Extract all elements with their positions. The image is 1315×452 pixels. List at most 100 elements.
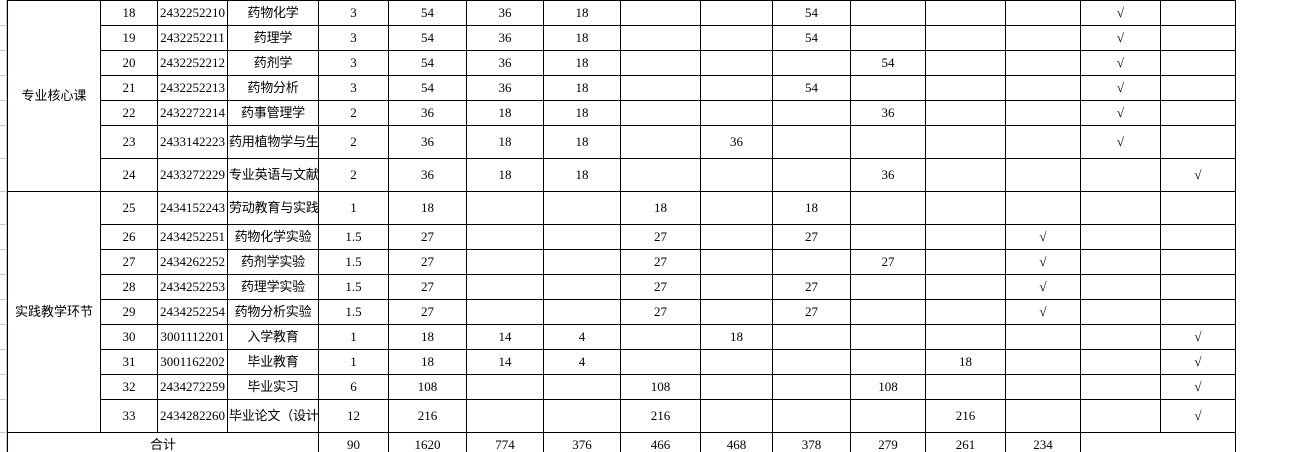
- course-c6-value: [466, 399, 544, 433]
- course-c13-value: [1005, 75, 1081, 101]
- course-c6-value: 14: [466, 349, 544, 375]
- course-c15-value: [1160, 249, 1236, 275]
- course-total-hours: 18: [388, 349, 467, 375]
- course-c12-value: [925, 191, 1006, 225]
- course-total-hours: 27: [388, 224, 467, 250]
- row-serial-number: 20: [100, 50, 158, 76]
- curriculum-table: 专业核心课 18 2432252210 药物化学 3 54 36 18 54 √ 19 2432252…: [7, 0, 1311, 452]
- course-c15-value: [1160, 25, 1236, 51]
- course-c9-value: [700, 399, 773, 433]
- table-row: 22 2432272214 药事管理学 2 36 18 18 36 √: [8, 100, 1311, 126]
- course-name: 药物分析实验: [227, 299, 319, 325]
- course-c15-value: [1160, 75, 1236, 101]
- course-credit: 1: [318, 324, 389, 350]
- course-c13-value: [1005, 399, 1081, 433]
- gutter-row-line: [0, 349, 7, 350]
- course-c10-value: [772, 158, 851, 192]
- summary-value: 466: [620, 432, 701, 452]
- table-row: 29 2434252254 药物分析实验 1.5 27 27 27 √: [8, 299, 1311, 325]
- course-c9-value: [700, 100, 773, 126]
- course-c15-value: [1160, 0, 1236, 26]
- course-credit: 1: [318, 349, 389, 375]
- course-c8-value: [620, 50, 701, 76]
- course-c13-value: [1005, 50, 1081, 76]
- gutter-row-line: [0, 299, 7, 300]
- course-code: 3001112201: [157, 324, 228, 350]
- course-code: 2433142223: [157, 125, 228, 159]
- course-c8-value: [620, 75, 701, 101]
- course-credit: 2: [318, 125, 389, 159]
- table-row: 32 2434272259 毕业实习 6 108 108 108 √: [8, 374, 1311, 400]
- course-c11-value: 27: [850, 249, 926, 275]
- gutter-row-line: [0, 75, 7, 76]
- course-c6-value: [466, 299, 544, 325]
- course-code: 2433272229: [157, 158, 228, 192]
- course-c9-value: [700, 25, 773, 51]
- gutter-row-line: [0, 25, 7, 26]
- course-code: 2434252251: [157, 224, 228, 250]
- course-c14-value: √: [1080, 0, 1161, 26]
- summary-empty-cell: [1080, 432, 1236, 452]
- gutter-row-line: [0, 249, 7, 250]
- course-c15-value: √: [1160, 324, 1236, 350]
- course-c12-value: [925, 224, 1006, 250]
- course-name: 毕业实习: [227, 374, 319, 400]
- course-c15-value: [1160, 125, 1236, 159]
- course-c12-value: [925, 50, 1006, 76]
- course-c6-value: [466, 249, 544, 275]
- course-c12-value: [925, 75, 1006, 101]
- course-credit: 1.5: [318, 224, 389, 250]
- gutter-row-line: [0, 399, 7, 400]
- course-c14-value: [1080, 399, 1161, 433]
- table-row: 专业核心课 18 2432252210 药物化学 3 54 36 18 54 √: [7, 0, 1311, 192]
- course-c13-value: √: [1005, 274, 1081, 300]
- course-total-hours: 27: [388, 274, 467, 300]
- gutter-row-line: [0, 432, 7, 433]
- course-c7-value: [543, 299, 621, 325]
- table-row: 21 2432252213 药物分析 3 54 36 18 54 √: [8, 75, 1311, 101]
- table-row: 19 2432252211 药理学 3 54 36 18 54 √: [8, 25, 1311, 51]
- course-c11-value: [850, 399, 926, 433]
- gutter-row-line: [0, 125, 7, 126]
- summary-row: 合计 90 1620 774 376 466 468 378 279 261 234: [7, 432, 1311, 452]
- row-serial-number: 28: [100, 274, 158, 300]
- gutter-row-line: [0, 224, 7, 225]
- gutter-row-line: [0, 374, 7, 375]
- course-c7-value: [543, 224, 621, 250]
- course-c11-value: 108: [850, 374, 926, 400]
- course-c15-value: √: [1160, 399, 1236, 433]
- course-c10-value: [772, 50, 851, 76]
- course-c11-value: 54: [850, 50, 926, 76]
- course-c15-value: [1160, 274, 1236, 300]
- course-c13-value: [1005, 158, 1081, 192]
- course-c9-value: [700, 191, 773, 225]
- course-c11-value: [850, 125, 926, 159]
- summary-total-hours: 1620: [388, 432, 467, 452]
- course-c14-value: [1080, 224, 1161, 250]
- course-c9-value: [700, 299, 773, 325]
- course-name: 毕业论文（设计）: [227, 399, 319, 433]
- row-serial-number: 33: [100, 399, 158, 433]
- course-name: 药剂学: [227, 50, 319, 76]
- course-c13-value: √: [1005, 299, 1081, 325]
- course-category-cell: 实践教学环节: [7, 191, 101, 433]
- course-c15-value: [1160, 224, 1236, 250]
- course-code: 2434262252: [157, 249, 228, 275]
- table-row: 实践教学环节 25 2434152243 劳动教育与实践 1 18 18 18: [7, 191, 1311, 433]
- course-c14-value: [1080, 299, 1161, 325]
- course-name: 药事管理学: [227, 100, 319, 126]
- course-total-hours: 54: [388, 25, 467, 51]
- course-c11-value: [850, 349, 926, 375]
- course-code: 2432272214: [157, 100, 228, 126]
- course-c15-value: [1160, 100, 1236, 126]
- course-c6-value: [466, 224, 544, 250]
- course-total-hours: 54: [388, 50, 467, 76]
- course-c7-value: 18: [543, 0, 621, 26]
- course-c11-value: [850, 299, 926, 325]
- course-c13-value: [1005, 25, 1081, 51]
- course-c7-value: [543, 191, 621, 225]
- course-c12-value: [925, 100, 1006, 126]
- course-c10-value: 27: [772, 224, 851, 250]
- row-serial-number: 26: [100, 224, 158, 250]
